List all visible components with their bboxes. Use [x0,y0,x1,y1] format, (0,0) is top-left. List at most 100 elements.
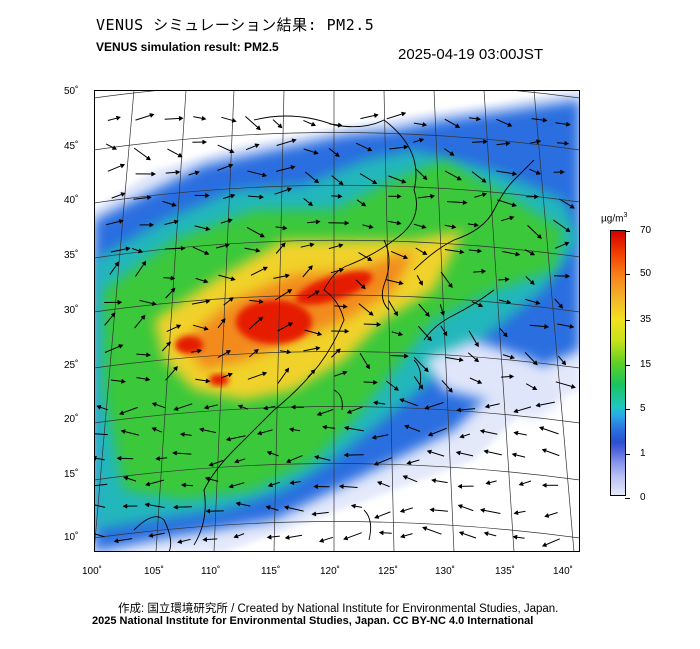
wind-arrow-head [173,219,179,225]
wind-arrow-head [116,455,122,461]
latitude-label: 20˚ [64,414,79,425]
longitude-label: 125˚ [378,566,399,577]
wind-arrow-head [258,316,264,322]
wind-arrow-head [173,366,178,371]
wind-arrow-head [253,348,259,354]
wind-arrow-head [290,165,296,170]
wind-arrow-head [565,227,571,233]
wind-arrow-head [313,484,319,489]
wind-arrow-head [284,367,290,373]
wind-arrow-head [485,480,491,485]
wind-arrow-head [455,123,461,128]
wind-arrow-head [263,405,269,411]
colorbar-tick-label: 15 [640,359,652,370]
wind-arrow-head [256,125,261,131]
wind-arrow-head [179,432,185,437]
wind-arrow-head [511,202,517,207]
wind-arrow-head [259,233,265,238]
wind-arrow-head [235,501,241,507]
wind-arrow-head [505,141,511,147]
wind-arrow-head [291,138,297,143]
wind-vectors [94,111,576,547]
wind-arrow-shaft [94,433,108,436]
wind-arrow-head [459,249,465,255]
wind-arrow-head [474,222,479,228]
wind-arrow-head [288,322,294,327]
wind-arrow-head [372,380,378,385]
wind-arrow-head [230,193,236,199]
latitude-label: 25˚ [64,360,79,371]
wind-arrow-head [536,139,542,145]
wind-arrow-head [125,246,131,252]
wind-arrow-head [509,374,515,379]
wind-arrow-head [262,371,268,377]
wind-arrow-head [205,508,211,514]
wind-arrow-head [123,476,129,481]
wind-arrow-head [373,461,379,466]
wind-arrow-head [394,386,399,391]
wind-arrow-head [429,507,435,513]
forecast-timestamp: 2025-04-19 03:00JST [398,46,544,63]
wind-arrow-head [138,248,144,254]
longitude-label: 110˚ [201,566,221,577]
wind-arrow-head [529,280,535,285]
wind-arrow-head [277,123,283,129]
wind-arrow-head [290,404,296,410]
colorbar-tick [625,454,630,455]
wind-arrow-head [259,194,264,200]
wind-arrow-head [396,220,402,226]
wind-arrow-head [418,384,424,390]
wind-arrow-head [208,462,214,467]
wind-arrow-head [544,324,550,329]
wind-arrow-head [224,243,230,248]
wind-arrow-head [288,427,294,432]
wind-arrow-head [402,475,408,480]
wind-arrow-head [155,456,161,461]
wind-arrow-head [225,436,231,442]
wind-arrow-head [561,360,567,366]
wind-arrow-head [569,204,575,209]
wind-arrow-shaft [94,533,105,538]
wind-arrow-head [96,405,102,410]
wind-arrow-head [403,353,409,359]
wind-arrow-head [424,405,430,410]
wind-arrow-head [151,427,157,432]
wind-arrow-head [448,283,453,289]
latitude-label: 30˚ [64,305,79,316]
wind-arrow-head [203,278,209,284]
wind-arrow-head [115,115,121,121]
wind-arrow-head [233,533,239,539]
wind-arrow-head [479,429,485,434]
wind-arrow-head [399,508,405,513]
wind-arrow-head [398,280,404,286]
wind-arrow-head [530,251,535,256]
wind-arrow-head [151,171,156,177]
wind-arrow-head [234,458,240,464]
wind-arrow-head [535,300,541,305]
wind-arrow-head [177,539,183,544]
wind-arrow-head [231,118,237,123]
wind-arrow-head [237,404,243,409]
wind-arrow-head [509,215,515,221]
wind-arrow-head [361,201,367,207]
wind-arrow-head [281,242,286,248]
wind-arrow-head [227,372,233,378]
wind-arrow-head [342,304,348,309]
wind-arrow-head [343,452,349,458]
wind-arrow-head [564,241,570,247]
pm25-map[interactable] [94,90,580,552]
wind-arrow-head [255,248,261,253]
wind-arrow-head [422,122,428,127]
wind-arrow-head [378,530,384,536]
wind-arrow-head [442,331,448,337]
wind-arrow-head [141,260,147,266]
longitude-label: 115˚ [261,566,281,577]
wind-arrow-head [451,224,457,230]
wind-arrow-head [310,369,316,374]
wind-arrow-head [284,535,290,540]
hotspot-west [175,336,203,354]
wind-arrow-head [284,273,291,279]
wind-arrow-head [338,484,344,489]
wind-arrow-head [458,357,464,362]
wind-arrow-head [308,201,314,207]
